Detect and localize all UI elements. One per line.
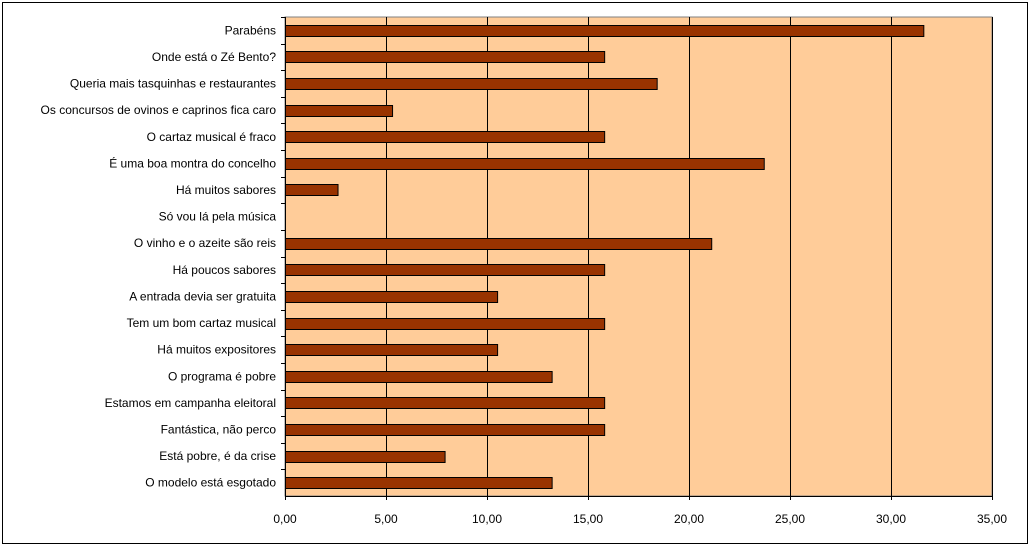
x-tick-label: 10,00: [472, 512, 502, 526]
x-tick-label: 25,00: [775, 512, 805, 526]
bar: [285, 51, 606, 63]
bar: [285, 264, 606, 276]
category-label: O modelo está esgotado: [145, 476, 276, 490]
category-label: O vinho e o azeite são reis: [134, 236, 276, 250]
x-tick-label: 15,00: [573, 512, 603, 526]
x-tick-label: 0,00: [273, 512, 297, 526]
category-label: Parabéns: [225, 23, 276, 37]
bar: [285, 105, 394, 117]
bar: [285, 238, 713, 250]
gridlines: [281, 17, 993, 500]
category-label: O cartaz musical é fraco: [147, 130, 277, 144]
category-label: Tem um bom cartaz musical: [127, 316, 276, 330]
category-label: É uma boa montra do concelho: [109, 155, 276, 170]
category-label: Está pobre, é da crise: [159, 449, 276, 463]
category-label: Estamos em campanha eleitoral: [105, 396, 276, 410]
bars: [285, 25, 925, 489]
bar: [285, 397, 606, 409]
category-label: A entrada devia ser gratuita: [129, 289, 276, 303]
bar: [285, 78, 658, 90]
category-label: Só vou lá pela música: [159, 210, 277, 224]
bar: [285, 25, 925, 37]
category-label: Onde está o Zé Bento?: [152, 50, 276, 64]
category-label: Fantástica, não perco: [161, 422, 277, 436]
bar: [285, 451, 446, 463]
x-tick-label: 35,00: [977, 512, 1007, 526]
category-labels: Parabéns Onde está o Zé Bento? Queria mais…: [41, 23, 277, 489]
category-label: Há poucos sabores: [173, 263, 276, 277]
category-label: Queria mais tasquinhas e restaurantes: [70, 77, 276, 91]
bar: [285, 344, 499, 356]
bar: [285, 318, 606, 330]
x-tick-label: 30,00: [876, 512, 906, 526]
x-tick-label: 20,00: [674, 512, 704, 526]
category-label: Os concursos de ovinos e caprinos fica c…: [41, 103, 277, 117]
x-tick-label: 5,00: [374, 512, 398, 526]
bar: [285, 131, 606, 143]
category-label: O programa é pobre: [168, 369, 276, 383]
bar: [285, 158, 765, 170]
bar: [285, 184, 339, 196]
category-label: Há muitos expositores: [157, 343, 276, 357]
category-label: Há muitos sabores: [176, 183, 276, 197]
bar: [285, 371, 553, 383]
x-tick-labels: 0,00 5,00 10,00 15,00 20,00 25,00 30,00 35,00: [273, 512, 1007, 526]
bar: [285, 424, 606, 436]
bar: [285, 477, 553, 489]
bar: [285, 291, 499, 303]
plot-area: [284, 16, 993, 497]
